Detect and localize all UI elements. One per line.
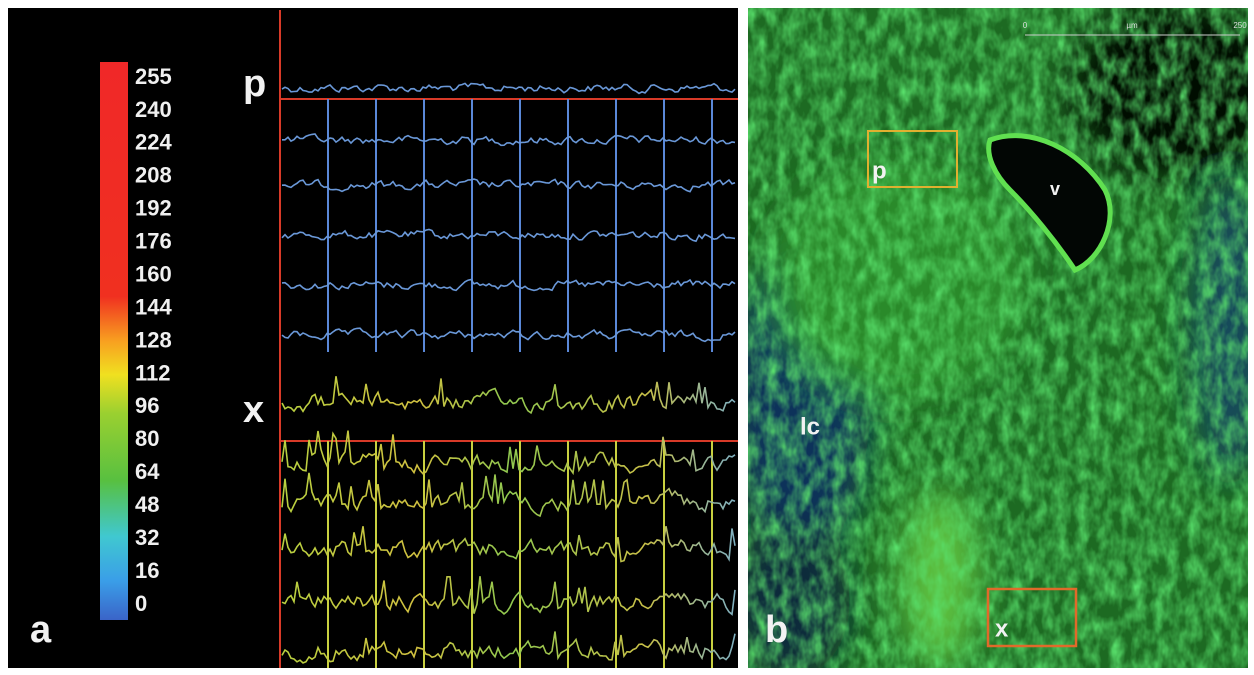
vessel-label: v: [1050, 179, 1060, 199]
colorbar-label: 160: [135, 261, 172, 286]
trace: [281, 472, 736, 518]
trace: [281, 631, 736, 664]
scale-end: 250: [1233, 21, 1247, 30]
colorbar-label: 112: [135, 360, 171, 385]
colorbar-label: 32: [135, 525, 159, 550]
trace: [281, 228, 736, 243]
tissue-label: lc: [800, 413, 820, 440]
trace: [281, 82, 736, 95]
trace: [281, 576, 736, 616]
colorbar-label: 64: [135, 459, 160, 484]
trace: [281, 430, 736, 476]
colorbar-label: 16: [135, 558, 159, 583]
trace: [281, 376, 736, 415]
colorbar-label: 240: [135, 97, 172, 122]
colorbar-label: 144: [135, 294, 172, 319]
colorbar-label: 0: [135, 591, 147, 616]
colorbar-label: 192: [135, 196, 172, 221]
colorbar-label: 255: [135, 64, 172, 89]
colorbar-label: 80: [135, 426, 159, 451]
trace: [282, 133, 736, 147]
colorbar-label: 224: [135, 130, 172, 155]
trace: [281, 526, 736, 563]
trace: [281, 178, 736, 193]
trace: [281, 327, 736, 343]
panel-label: a: [30, 609, 52, 651]
colorbar-label: 176: [135, 229, 172, 254]
colorbar: [100, 62, 128, 620]
colorbar-label: 128: [135, 327, 172, 352]
region-label: p: [872, 157, 887, 184]
section-label: x: [243, 389, 264, 431]
scale-start: 0: [1023, 21, 1028, 30]
section-label: p: [243, 63, 266, 105]
colorbar-label: 48: [135, 492, 159, 517]
colorbar-label: 208: [135, 163, 172, 188]
scale-unit: µm: [1126, 21, 1138, 30]
panel-label: b: [765, 609, 788, 651]
panel-b: [748, 8, 1248, 668]
region-label: x: [995, 615, 1009, 642]
colorbar-label: 96: [135, 393, 159, 418]
region-box: [867, 130, 958, 188]
trace: [281, 278, 736, 292]
region-box: [986, 587, 1078, 648]
